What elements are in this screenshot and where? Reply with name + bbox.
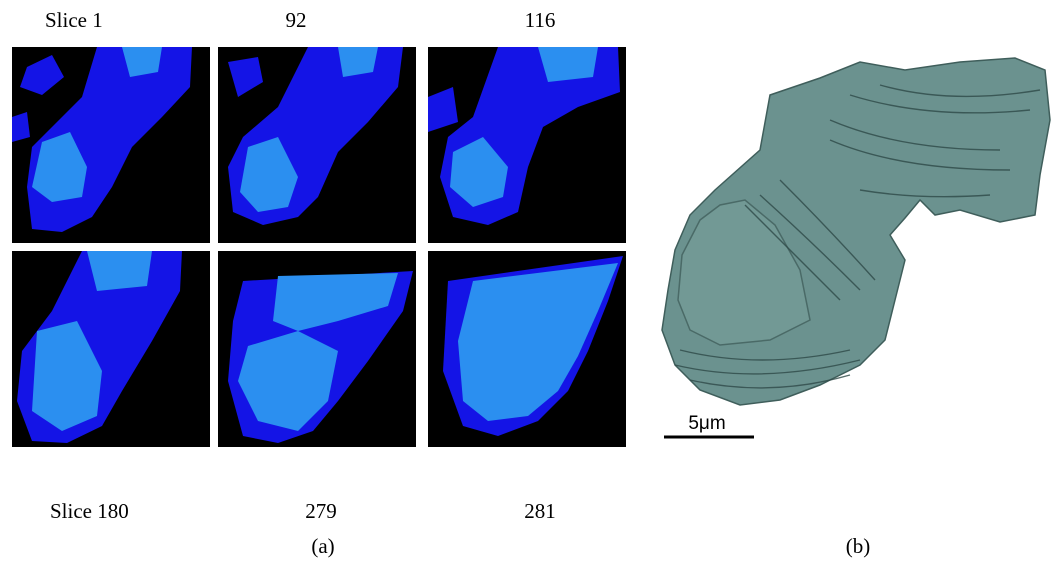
slice-image <box>12 47 210 243</box>
slice-image <box>428 251 626 447</box>
slice-label: 279 <box>305 499 337 523</box>
figure: 5μm Slice 1 92 116 Slice 180 279 281 (a)… <box>0 0 1056 565</box>
slice-image <box>218 47 416 243</box>
panel-caption: (b) <box>846 534 871 558</box>
slice-label: Slice 180 <box>50 499 129 523</box>
slice-image <box>428 47 626 243</box>
slice-image <box>12 251 210 447</box>
slice-label: 116 <box>525 8 556 32</box>
slice-panels <box>12 47 626 447</box>
scale-bar-label: 5μm <box>688 413 725 434</box>
outer-region <box>12 112 30 142</box>
inner-region <box>538 47 598 82</box>
slice-label: 92 <box>286 8 307 32</box>
slice-image <box>218 251 416 447</box>
3d-render <box>662 58 1050 405</box>
panel-caption: (a) <box>311 534 334 558</box>
slice-label: Slice 1 <box>45 8 103 32</box>
slice-label: 281 <box>524 499 556 523</box>
inner-region <box>87 251 152 291</box>
